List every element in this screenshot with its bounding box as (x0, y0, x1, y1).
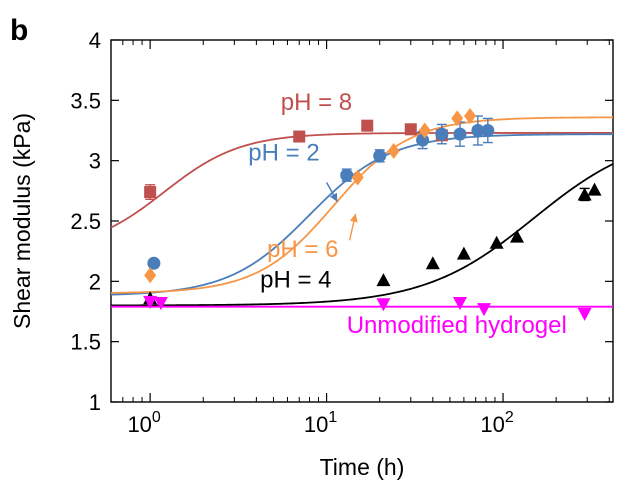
x-tick-label: 102 (480, 409, 513, 437)
y-tick-label: 4 (89, 28, 101, 53)
data-point (577, 187, 592, 201)
x-tick-label: 100 (127, 409, 160, 437)
fit-curve (110, 132, 613, 229)
fit-curve (110, 133, 613, 296)
data-point (510, 229, 525, 243)
data-point (435, 127, 449, 141)
data-point (144, 267, 157, 284)
axes: 1 1.5 2 2.5 3 3.5 4 100 101 102 (70, 28, 613, 437)
annotation-arrowhead (349, 213, 358, 223)
data-point (153, 297, 168, 311)
data-point (456, 246, 471, 260)
series-label: pH = 6 (267, 236, 338, 263)
data-point (471, 124, 485, 137)
y-tick-label: 2.5 (70, 209, 101, 234)
data-point (577, 307, 592, 321)
data-point (418, 122, 431, 139)
data-point (464, 108, 477, 125)
fit-curve (110, 116, 613, 294)
data-point (361, 119, 374, 132)
panel-letter: b (10, 14, 28, 47)
y-tick-label: 1.5 (70, 330, 101, 355)
data-point (587, 182, 602, 196)
series-label: pH = 2 (248, 140, 319, 167)
data-point (351, 169, 364, 186)
data-point (453, 127, 467, 141)
annotation-arrowhead (329, 192, 338, 202)
data-point (376, 273, 391, 287)
data-points (143, 108, 602, 321)
plot-area (110, 39, 614, 403)
data-point (144, 186, 157, 199)
fit-curve (111, 163, 614, 307)
data-point (143, 295, 158, 309)
data-point (376, 298, 391, 312)
plot-frame (110, 39, 614, 403)
y-tick-label: 3 (89, 149, 101, 174)
y-axis-label: Shear modulus (kPa) (9, 113, 35, 329)
x-tick-label: 101 (304, 409, 337, 437)
series-label: pH = 4 (260, 266, 331, 293)
data-point (476, 303, 491, 317)
data-point (387, 143, 400, 160)
series-label: Unmodified hydrogel (347, 312, 567, 339)
data-point (452, 297, 467, 311)
data-point (489, 235, 504, 249)
annotations (325, 182, 358, 241)
y-tick-label: 3.5 (70, 88, 101, 113)
y-tick-label: 1 (89, 390, 101, 415)
data-point (481, 124, 495, 137)
data-point (451, 110, 464, 127)
series-label: pH = 8 (281, 89, 352, 116)
data-point (373, 149, 387, 163)
x-axis-label: Time (h) (320, 454, 405, 480)
y-tick-label: 2 (89, 269, 101, 294)
data-point (147, 256, 161, 270)
data-point (404, 123, 417, 136)
data-point (340, 168, 354, 182)
data-point (425, 256, 440, 270)
data-point (293, 130, 306, 143)
fit-curves (110, 116, 614, 308)
series-labels: pH = 8 pH = 2 pH = 6 pH = 4 Unmodified hydro… (248, 89, 567, 339)
